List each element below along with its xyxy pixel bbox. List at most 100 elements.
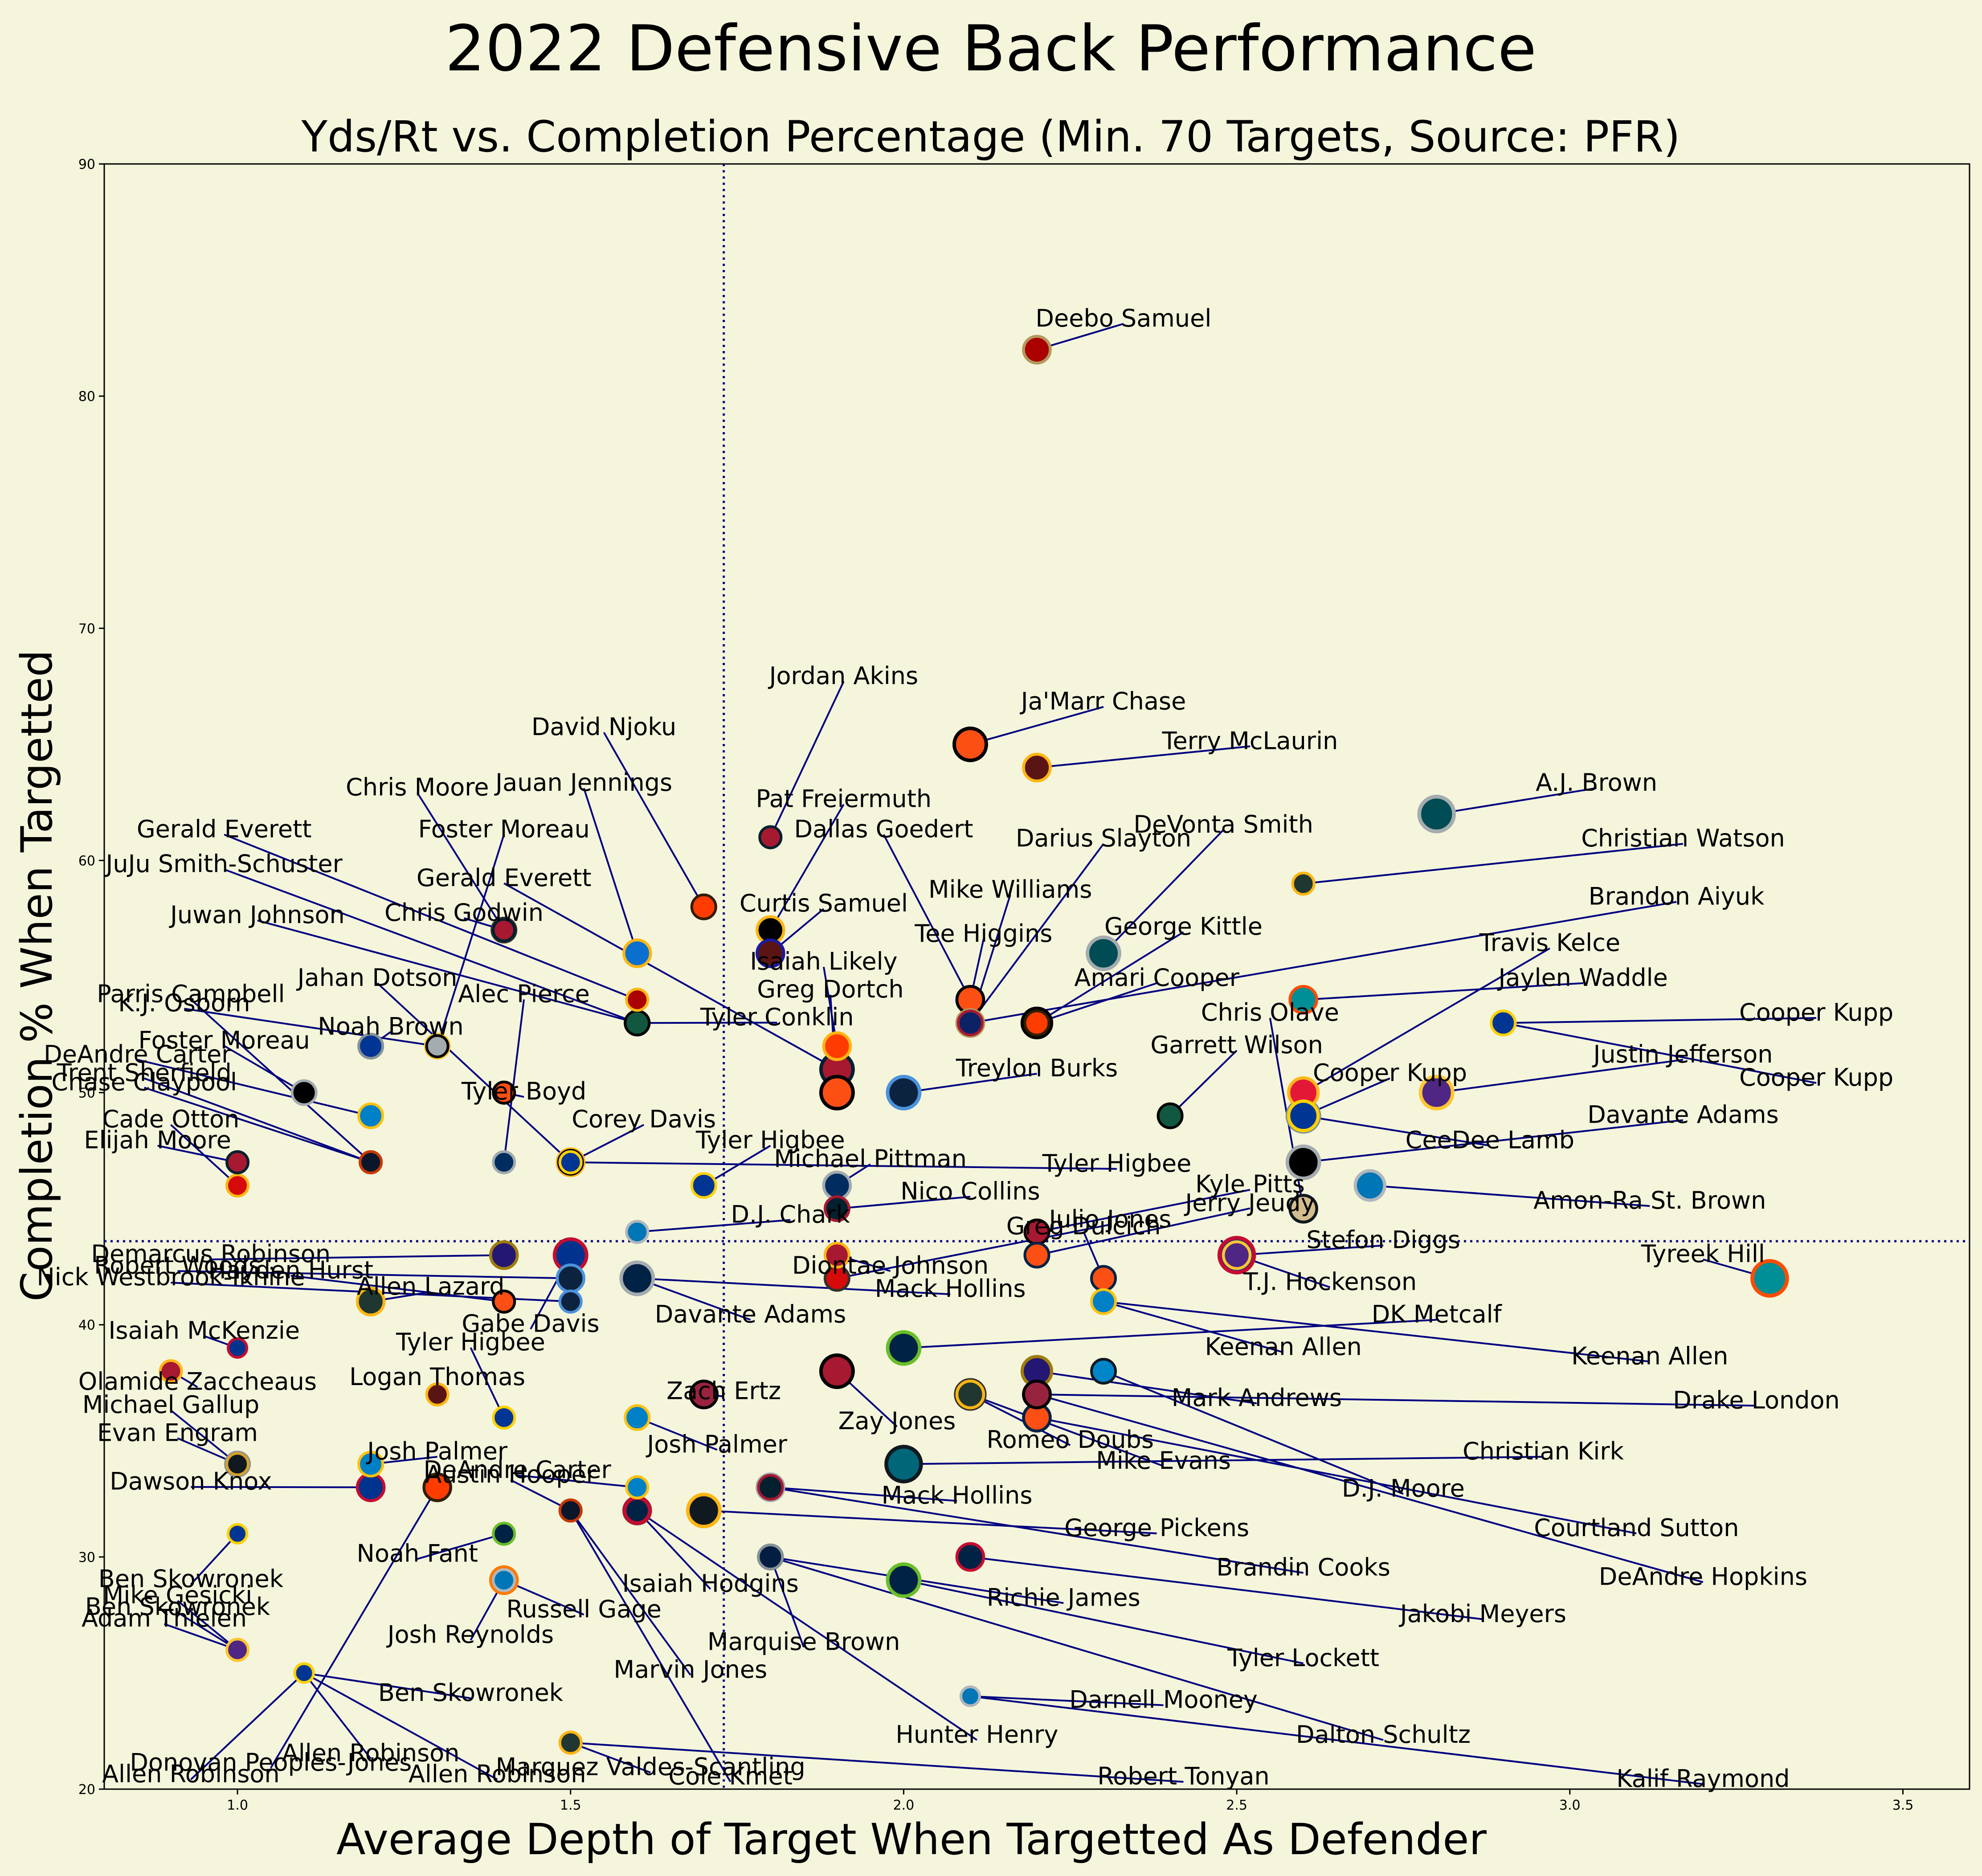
marker-christian-kirk: [884, 1445, 923, 1484]
leader-keenan-allen: [1103, 1300, 1284, 1353]
marker-josh-palmer: [624, 1404, 651, 1431]
label-isaiah-likely: Isaiah Likely: [750, 947, 897, 975]
marker-hunter-henry: [624, 1497, 651, 1524]
label-tyler-lockett: Tyler Lockett: [1227, 1644, 1379, 1672]
marker-zay-jones: [819, 1353, 855, 1389]
label-austin-hooper: Austin Hooper: [425, 1460, 597, 1488]
leader-tyler-higbee: [570, 1161, 1117, 1170]
label-mike-gesicki: Mike Gesicki: [103, 1581, 253, 1609]
label-david-njoku: David Njoku: [531, 713, 676, 741]
leader-dawson-knox: [191, 1486, 371, 1488]
leader-treylon-burks: [903, 1073, 1037, 1094]
marker-deandre-carter: [625, 1475, 650, 1500]
label-allen-robinson: Allen Robinson: [102, 1760, 280, 1788]
marker-jaylen-waddle: [1288, 985, 1318, 1015]
leader-deandre-hopkins: [1036, 1394, 1704, 1583]
leader-alec-pierce: [503, 999, 525, 1163]
label-olamide-zaccheaus: Olamide Zaccheaus: [78, 1368, 317, 1396]
leader-jordan-akins: [769, 681, 845, 838]
leader-davante-adams: [1303, 1119, 1684, 1163]
leader-marquise-brown: [769, 1557, 805, 1648]
leader-amari-cooper: [1036, 982, 1157, 1024]
marker-chris-moore: [492, 918, 516, 942]
label-josh-reynolds: Josh Reynolds: [386, 1621, 554, 1649]
label-tyreek-hill: Tyreek Hill: [1641, 1240, 1765, 1268]
leader-keenan-allen: [1103, 1300, 1650, 1363]
label-davante-adams: Davante Adams: [1587, 1100, 1779, 1128]
marker-davante-adams: [619, 1260, 655, 1296]
x-tick-label: 1.5: [560, 1798, 581, 1813]
label-noah-brown: Noah Brown: [318, 1012, 463, 1040]
leader-hunter-henry: [637, 1509, 978, 1741]
x-tick-label: 1.0: [227, 1798, 248, 1813]
label-tyler-higbee: Tyler Higbee: [396, 1328, 545, 1356]
leader-michael-gallup: [170, 1410, 238, 1465]
leader-travis-kelce: [1303, 947, 1550, 1094]
label-demarcus-robinson: Demarcus Robinson: [91, 1240, 331, 1268]
point-labels: Deebo Samuel Ja'Marr Chase Terry McLaurin A…: [37, 304, 1893, 1793]
label-zay-jones: Zay Jones: [838, 1407, 956, 1435]
marker-cooper-kupp: [1490, 1010, 1517, 1037]
leader-robert-tonyan: [570, 1741, 1184, 1783]
label-ceedee-lamb: CeeDee Lamb: [1406, 1126, 1574, 1154]
leader-tyler-conklin: [637, 1022, 777, 1024]
label-robert-woods: Robert Woods: [94, 1251, 261, 1279]
marker-jordan-akins: [758, 825, 783, 850]
label-isaiah-mckenzie: Isaiah McKenzie: [108, 1316, 300, 1345]
marker-justin-jefferson: [1418, 1075, 1455, 1111]
marker-evan-engram: [225, 1452, 250, 1476]
leader-tyler-higbee: [470, 1347, 505, 1418]
label-cooper-kupp: Cooper Kupp: [1739, 998, 1893, 1026]
marker-olamide-zaccheaus: [159, 1359, 183, 1383]
label-jerry-jeudy: Jerry Jeudy: [1184, 1189, 1315, 1217]
leader-ja-marr-chase: [970, 706, 1104, 745]
marker-dawson-knox: [356, 1472, 386, 1502]
label-travis-kelce: Travis Kelce: [1479, 929, 1620, 957]
marker-deebo-samuel: [1022, 335, 1052, 365]
marker-cooper-kupp: [1287, 1099, 1320, 1132]
label-stefon-diggs: Stefon Diggs: [1306, 1226, 1460, 1254]
marker-ja-marr-chase: [952, 726, 988, 762]
leader-a-j-brown: [1436, 787, 1597, 815]
marker-deandre-hopkins: [1022, 1379, 1052, 1410]
label-nick-westbrook-ikhine: Nick Westbrook-Ikhine: [37, 1263, 305, 1291]
marker-romeo-doubs: [955, 1379, 985, 1410]
leader-juju-smith-schuster: [224, 868, 638, 1024]
marker-diontae-johnson: [823, 1242, 850, 1269]
leader-allen-robinson: [190, 1672, 305, 1780]
marker-deandre-carter: [357, 1102, 384, 1129]
chart-subtitle: Yds/Rt vs. Completion Percentage (Min. 7…: [301, 112, 1680, 162]
leader-allen-robinson: [303, 1672, 372, 1759]
leader-kalif-raymond: [970, 1695, 1704, 1785]
marker-isaiah-mckenzie: [227, 1337, 249, 1359]
label-gerald-everett: Gerald Everett: [417, 864, 592, 892]
leader-k-j-osborn: [184, 1008, 437, 1047]
label-mike-evans: Mike Evans: [1096, 1447, 1231, 1475]
leader-mike-evans: [970, 1394, 1164, 1467]
leader-mack-hollins: [637, 1277, 951, 1296]
label-leader-lines: [137, 323, 1817, 1785]
label-tyler-conklin: Tyler Conklin: [700, 1003, 854, 1031]
leader-kyle-pitts: [1037, 1189, 1250, 1233]
marker-treylon-burks: [886, 1075, 922, 1111]
leader-isaiah-hodgins: [636, 1510, 711, 1590]
marker-amon-ra-st-brown: [1353, 1169, 1386, 1202]
label-kalif-raymond: Kalif Raymond: [1616, 1765, 1790, 1793]
label-jauan-jennings: Jauan Jennings: [494, 768, 672, 797]
leader-garrett-wilson: [1169, 1050, 1238, 1117]
x-tick-label: 2.5: [1226, 1798, 1247, 1813]
mean-guides: [104, 164, 1970, 1789]
leader-nico-collins: [837, 1196, 971, 1210]
label-allen-lazard: Allen Lazard: [357, 1272, 505, 1300]
label-tee-higgins: Tee Higgins: [914, 920, 1052, 948]
label-davante-adams: Davante Adams: [655, 1300, 846, 1328]
label-michael-gallup: Michael Gallup: [82, 1391, 259, 1419]
y-tick-label: 30: [78, 1550, 95, 1565]
marker-greg-dortch: [819, 1075, 855, 1111]
leader-adam-thielen: [163, 1623, 238, 1651]
marker-tyler-higbee: [492, 1406, 516, 1430]
label-greg-dulcich: Greg Dulcich: [1006, 1212, 1161, 1240]
leader-brandin-cooks: [770, 1486, 1304, 1574]
leader-terry-mclaurin: [1037, 745, 1250, 768]
